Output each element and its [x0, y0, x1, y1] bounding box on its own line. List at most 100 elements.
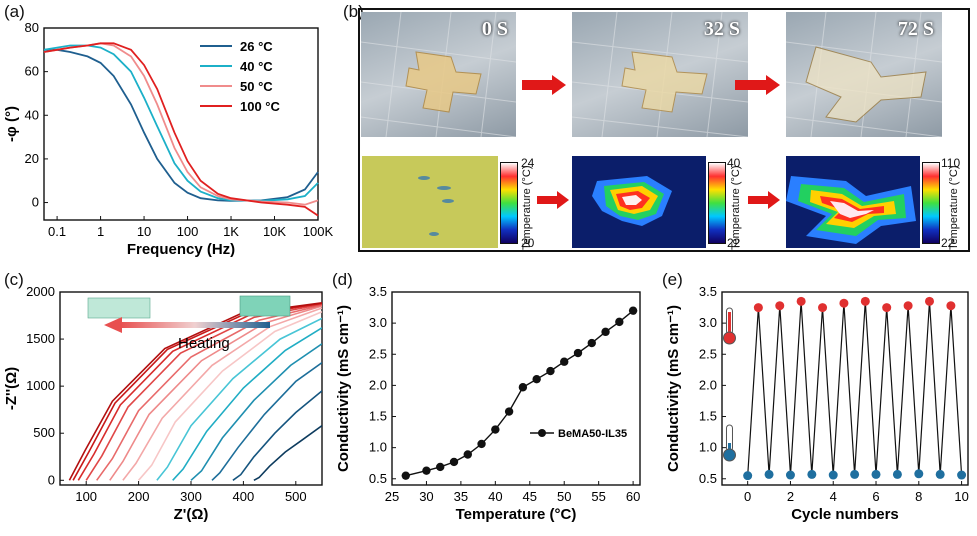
plot-frame [43, 27, 319, 221]
thermal-0s [362, 156, 498, 248]
x-tick-label: 0.1 [48, 224, 66, 239]
data-point [401, 471, 410, 480]
legend-label: 100 °C [240, 99, 281, 114]
x-tick-label: 1 [97, 224, 104, 239]
arrow-right-icon [537, 196, 559, 204]
panel-e-label: (e) [662, 270, 683, 289]
colorbar-32s [708, 162, 726, 244]
time-32s: 32 S [703, 18, 740, 40]
thermometer-hot-icon-fill [727, 312, 731, 336]
x-tick-label: 45 [523, 489, 537, 504]
panel-b-frame [358, 8, 970, 252]
panel-a-label: (a) [4, 2, 25, 21]
colorbar-0s-label: Temperature (°C) [521, 165, 533, 250]
data-point-high [903, 301, 913, 311]
y-tick-label: 0.5 [699, 471, 717, 486]
y-tick-label: 60 [25, 64, 39, 79]
y-tick-label: 3.0 [369, 315, 387, 330]
time-72s: 72 S [897, 18, 934, 40]
y-tick-label: 80 [25, 20, 39, 35]
data-point-high [839, 298, 849, 308]
colorbar-72s-label: Temperature (°C) [948, 165, 960, 250]
nyquist-curve-1 [232, 390, 322, 481]
y-tick-label: 1.0 [369, 440, 387, 455]
series-line-3 [43, 42, 319, 217]
data-point [463, 450, 472, 459]
arrow-right-icon [522, 80, 558, 90]
series-line-2 [43, 42, 319, 206]
x-tick-label: 35 [454, 489, 468, 504]
x-tick-label: 60 [626, 489, 640, 504]
x-tick-label: 10K [263, 224, 286, 239]
data-point-low [892, 469, 902, 479]
colorbar-72s [922, 162, 940, 244]
y-tick-label: 2.0 [699, 377, 717, 392]
time-0s: 0 S [481, 18, 508, 40]
y-tick-label: 2.5 [369, 346, 387, 361]
x-tick-label: 1K [223, 224, 239, 239]
data-point [628, 306, 638, 315]
data-point [504, 407, 514, 416]
y-tick-label: 1.5 [699, 409, 717, 424]
data-point [546, 366, 555, 376]
plot-frame [721, 291, 969, 486]
y-axis-title: -φ (°) [3, 106, 20, 142]
data-point-low [871, 469, 881, 479]
data-point [518, 383, 528, 392]
data-point [573, 348, 583, 358]
x-tick-label: 10 [137, 224, 151, 239]
series-line-1 [43, 44, 319, 202]
photo-32s: 32 S [572, 12, 748, 137]
x-tick-label: 55 [591, 489, 605, 504]
y-tick-label: 40 [25, 107, 39, 122]
legend-label: 50 °C [240, 79, 273, 94]
nyquist-curve-3 [190, 343, 322, 481]
colorbar-0s-min: 20 [521, 236, 535, 250]
x-axis-title: Z'(Ω) [174, 506, 209, 523]
data-point [422, 466, 431, 475]
x-tick-label: 0 [744, 489, 751, 504]
data-point-high [796, 296, 806, 306]
photo-72s: 72 S [786, 12, 942, 137]
data-point [477, 439, 486, 449]
chart-c: 0 500 1000 1500 2000 100 200 300 400 500 Z'(Ω) -Z''… [3, 284, 323, 523]
data-point-low [914, 469, 924, 479]
x-axis-title: Temperature (°C) [456, 506, 577, 523]
y-tick-label: 1.5 [369, 409, 387, 424]
x-tick-label: 40 [488, 489, 502, 504]
data-point [449, 457, 459, 467]
x-tick-label: 300 [180, 489, 202, 504]
thermometer-cold-icon-bulb [722, 448, 736, 462]
colorbar-32s-min: 22 [727, 236, 741, 250]
data-point-high [775, 301, 785, 311]
chart-d: 0.5 1.0 1.5 2.0 2.5 3.0 3.5 25 30 35 40 45 50 55 60 Tem… [335, 284, 641, 523]
colorbar-32s-label: Temperature (°C) [730, 165, 742, 250]
legend-label: BeMA50-IL35 [558, 428, 627, 440]
colorbar-0s [500, 162, 518, 244]
x-tick-label: 10 [954, 489, 968, 504]
legend-label: 26 °C [240, 39, 273, 54]
series-line [405, 310, 634, 477]
x-tick-label: 25 [385, 489, 399, 504]
x-tick-label: 6 [872, 489, 879, 504]
data-point-low [785, 470, 795, 480]
nyquist-curve-8 [109, 305, 322, 481]
x-tick-label: 4 [830, 489, 837, 504]
data-point-high [860, 296, 870, 306]
colorbar-0s-max: 24 [521, 156, 535, 170]
y-tick-label: 3.0 [699, 315, 717, 330]
colorbar-72s-min: 22 [941, 236, 955, 250]
thermal-32s [572, 156, 706, 248]
data-point [560, 357, 569, 366]
y-tick-label: 2.0 [369, 377, 387, 392]
colorbar-32s-max: 40 [727, 156, 741, 170]
x-tick-label: 8 [915, 489, 922, 504]
nyquist-curve-12 [72, 302, 322, 481]
x-tick-label: 500 [285, 489, 307, 504]
nyquist-curve-5 [156, 317, 322, 481]
nyquist-curve-9 [96, 304, 322, 481]
data-point-low [807, 469, 817, 479]
y-tick-label: 0.5 [369, 471, 387, 486]
data-point-high [753, 303, 763, 313]
y-tick-label: 1500 [26, 331, 55, 346]
